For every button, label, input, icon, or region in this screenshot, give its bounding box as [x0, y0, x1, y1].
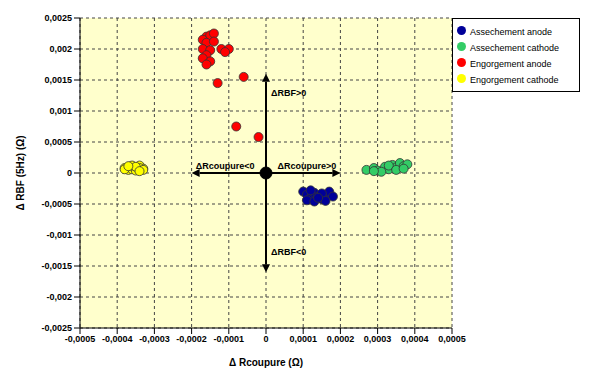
html-text:Assechement anode: Assechement anode — [470, 27, 553, 37]
svg-text:ΔRcoupure<0: ΔRcoupure<0 — [196, 161, 255, 171]
svg-text:-0,002: -0,002 — [46, 292, 72, 302]
html-text:Assechement cathode: Assechement cathode — [470, 43, 560, 53]
svg-text:-0,0005: -0,0005 — [41, 199, 72, 209]
svg-text:0,002: 0,002 — [49, 44, 72, 54]
svg-text:ΔRBF>0: ΔRBF>0 — [271, 88, 306, 98]
svg-text:-0,0015: -0,0015 — [41, 261, 72, 271]
svg-text:-0,0003: -0,0003 — [139, 334, 170, 344]
svg-text:-0,0005: -0,0005 — [65, 334, 96, 344]
svg-text:0,0002: 0,0002 — [327, 334, 355, 344]
svg-text:-0,0004: -0,0004 — [102, 334, 133, 344]
svg-text:-0,001: -0,001 — [46, 230, 72, 240]
svg-text:ΔRBF<0: ΔRBF<0 — [271, 247, 306, 257]
svg-text:Δ RBF (5Hz) (Ω): Δ RBF (5Hz) (Ω) — [15, 135, 26, 210]
svg-text:ΔRcoupure>0: ΔRcoupure>0 — [278, 161, 337, 171]
svg-text:-0,0001: -0,0001 — [214, 334, 245, 344]
svg-text:0,0005: 0,0005 — [44, 137, 72, 147]
svg-text:0: 0 — [263, 334, 268, 344]
html-text:Engorgement anode: Engorgement anode — [470, 59, 552, 69]
svg-text:0,0004: 0,0004 — [401, 334, 429, 344]
svg-text:0: 0 — [67, 168, 72, 178]
svg-text:-0,0025: -0,0025 — [41, 323, 72, 333]
svg-text:Δ Rcoupure (Ω): Δ Rcoupure (Ω) — [229, 357, 303, 368]
html-text:Engorgement cathode: Engorgement cathode — [470, 75, 559, 85]
svg-text:0,0025: 0,0025 — [44, 13, 72, 23]
svg-text:0,0005: 0,0005 — [438, 334, 466, 344]
svg-text:0,0001: 0,0001 — [289, 334, 317, 344]
svg-text:-0,0002: -0,0002 — [176, 334, 207, 344]
svg-text:0,0003: 0,0003 — [364, 334, 392, 344]
svg-text:0,001: 0,001 — [49, 106, 72, 116]
svg-text:0,0015: 0,0015 — [44, 75, 72, 85]
